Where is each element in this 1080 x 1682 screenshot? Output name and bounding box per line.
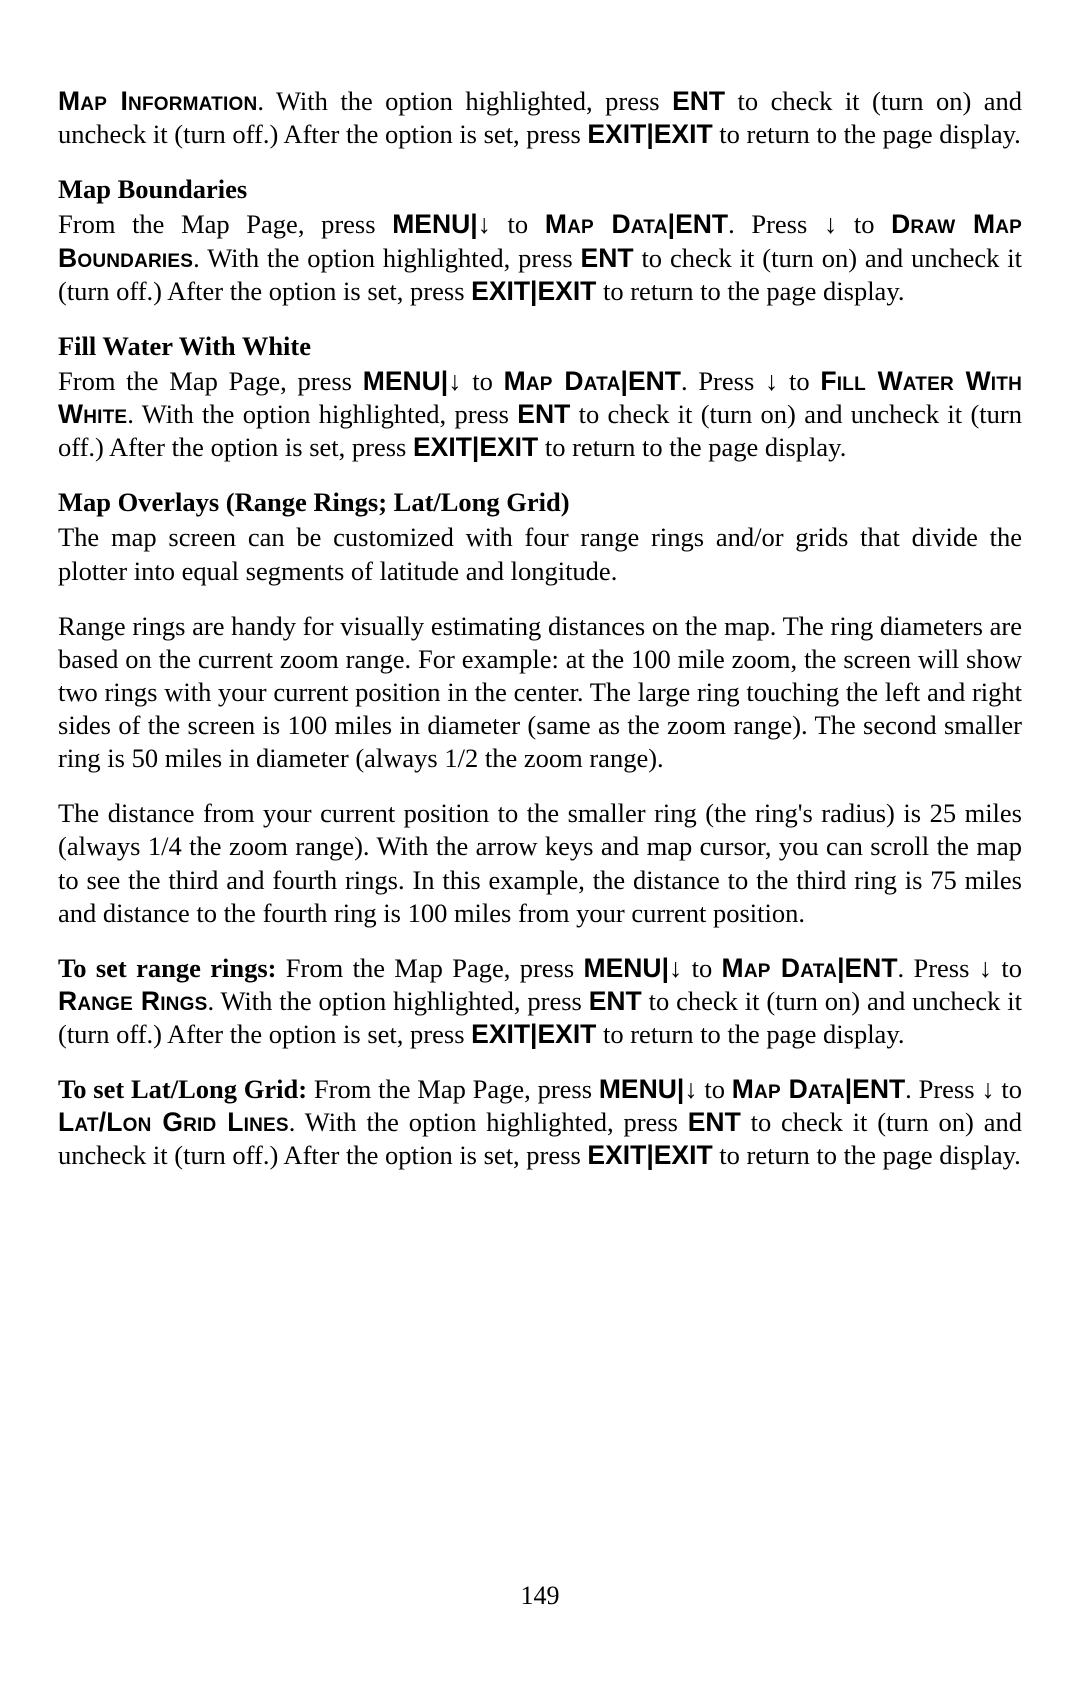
text: to [992,953,1022,983]
text: . With the option highlighted, press [257,86,672,116]
text: . Press [905,1074,981,1104]
text: to return to the page display. [713,119,1021,149]
pipe: | [621,366,628,396]
text: From the Map Page, press [58,209,392,239]
heading-fill-water: Fill Water With White [58,330,1022,363]
key-exit: EXIT [537,276,596,306]
key-exit: EXIT [471,1019,530,1049]
pipe: | [646,119,653,149]
lead-set-latlong: To set Lat/Long Grid: [58,1074,307,1104]
para-map-boundaries: From the Map Page, press MENU|↓ to Map D… [58,208,1022,307]
text: to return to the page display. [596,1019,904,1049]
pipe: | [668,209,675,239]
smallcaps-map-data: Map Data [722,953,838,983]
text: From the Map Page, press [307,1074,599,1104]
key-menu: MENU [392,209,470,239]
page-container: Map Information. With the option highlig… [0,0,1080,1682]
heading-map-boundaries: Map Boundaries [58,173,1022,206]
smallcaps-map-data: Map Data [732,1074,845,1104]
key-exit: EXIT [587,1140,646,1170]
text: . Press [681,366,765,396]
para-range-rings-2: The distance from your current position … [58,797,1022,930]
key-ent: ENT [852,1074,905,1104]
key-ent: ENT [672,86,725,116]
para-range-rings-1: Range rings are handy for visually estim… [58,610,1022,776]
text: to [491,209,545,239]
text: . Press [898,953,979,983]
key-exit: EXIT [471,276,530,306]
pipe: | [837,953,844,983]
text: . With the option highlighted, press [289,1107,688,1137]
pipe: | [662,953,669,983]
down-arrow-icon: ↓ [979,953,992,983]
key-ent: ENT [688,1107,741,1137]
text: to [682,953,721,983]
key-exit: EXIT [537,1019,596,1049]
text: to return to the page display. [713,1140,1021,1170]
text: From the Map Page, press [58,366,363,396]
para-overlays-intro: The map screen can be customized with fo… [58,521,1022,587]
text: to [995,1074,1022,1104]
text: . With the option highlighted, press [127,399,517,429]
key-ent: ENT [845,953,898,983]
para-fill-water: From the Map Page, press MENU | ↓ to Map D… [58,365,1022,464]
page-number: 149 [0,1580,1080,1613]
key-menu: MENU [584,953,662,983]
text: From the Map Page, press [276,953,583,983]
key-menu: MENU [599,1074,677,1104]
key-exit: EXIT [587,119,646,149]
text: to return to the page display. [538,432,846,462]
down-arrow-icon: ↓ [478,209,491,239]
key-exit: EXIT [479,432,538,462]
text: to [698,1074,732,1104]
down-arrow-icon: ↓ [448,366,461,396]
smallcaps-range-rings: Range Rings [58,986,207,1016]
key-ent: ENT [628,366,681,396]
down-arrow-icon: ↓ [669,953,682,983]
down-arrow-icon: ↓ [824,209,837,239]
text: to [778,366,820,396]
key-ent: ENT [517,399,570,429]
down-arrow-icon: ↓ [981,1074,994,1104]
smallcaps-map-information: Map Information [58,86,257,116]
down-arrow-icon: ↓ [684,1074,697,1104]
text: . Press [728,209,824,239]
key-exit: EXIT [413,432,472,462]
para-set-range-rings: To set range rings: From the Map Page, p… [58,952,1022,1051]
text: to [461,366,503,396]
smallcaps-latlon-grid: Lat/Lon Grid Lines [58,1107,289,1137]
text: . With the option highlighted, press [207,986,588,1016]
para-map-information: Map Information. With the option highlig… [58,85,1022,151]
heading-map-overlays: Map Overlays (Range Rings; Lat/Long Grid… [58,486,1022,519]
pipe: | [646,1140,653,1170]
key-ent: ENT [589,986,642,1016]
text: to return to the page display. [596,276,904,306]
key-menu: MENU [363,366,441,396]
key-ent: ENT [675,209,728,239]
down-arrow-icon: ↓ [765,366,778,396]
text: to [837,209,891,239]
key-ent: ENT [581,243,634,273]
para-set-latlong: To set Lat/Long Grid: From the Map Page,… [58,1073,1022,1172]
key-exit: EXIT [654,119,713,149]
smallcaps-map-data: Map Data [504,366,621,396]
lead-set-range-rings: To set range rings: [58,953,276,983]
key-exit: EXIT [654,1140,713,1170]
smallcaps-map-data: Map Data [545,209,668,239]
pipe: | [470,209,477,239]
text: . With the option highlighted, press [193,243,580,273]
